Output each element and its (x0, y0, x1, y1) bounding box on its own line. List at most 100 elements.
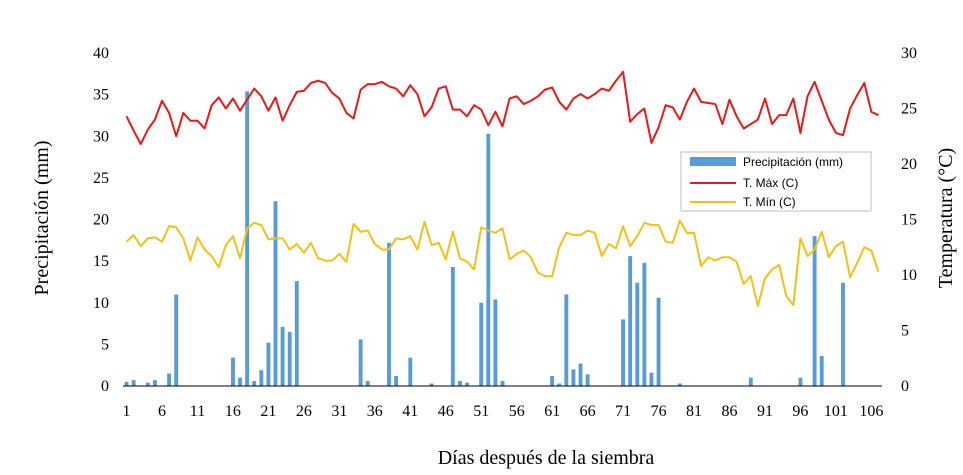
precip-bar (145, 382, 150, 386)
legend-label-tmax: T. Máx (C) (743, 176, 798, 190)
y-left-tick-label: 25 (93, 170, 109, 187)
x-tick-label: 66 (580, 403, 596, 420)
precip-bar (408, 357, 413, 386)
y-left-tick-label: 10 (93, 295, 109, 312)
precip-bar (635, 282, 640, 386)
precip-bar (798, 377, 803, 386)
precip-bar (266, 342, 271, 386)
y-right-tick-label: 10 (901, 267, 917, 284)
x-tick-label: 1 (123, 403, 131, 420)
precip-bar (550, 376, 555, 386)
precip-bar (152, 380, 157, 386)
precip-bar (252, 381, 257, 386)
x-tick-label: 41 (402, 403, 418, 420)
precip-bar (557, 383, 562, 386)
y-right-tick-label: 20 (901, 156, 917, 173)
precip-bar (486, 133, 491, 386)
y-axis-right-title: Temperatura (°C) (935, 148, 957, 288)
precip-bar (479, 302, 484, 386)
y-right-tick-label: 5 (901, 323, 909, 340)
x-tick-label: 106 (859, 403, 883, 420)
y-axis-left-title: Precipitación (mm) (31, 141, 53, 296)
x-tick-label: 11 (190, 403, 205, 420)
x-axis-title: Días después de la siembra (438, 447, 655, 469)
x-tick-label: 46 (438, 403, 454, 420)
x-tick-label: 26 (296, 403, 312, 420)
y-left-tick-label: 40 (93, 45, 109, 62)
precip-bar (656, 297, 661, 386)
legend-label-tmin: T. Mín (C) (743, 195, 796, 209)
x-tick-label: 56 (509, 403, 525, 420)
x-axis: 1 6 11 16 21 26 31 36 41 46 51 56 61 66 71 76 81 86 91 96 10… (123, 403, 884, 420)
precip-bar (628, 256, 633, 386)
precip-bar (245, 91, 250, 387)
precip-bar (429, 383, 434, 386)
x-tick-label: 6 (158, 403, 166, 420)
precip-bar (387, 242, 391, 386)
x-tick-label: 21 (260, 403, 276, 420)
precip-bar (231, 357, 235, 386)
precip-bar (259, 370, 264, 386)
precip-bar (365, 381, 370, 386)
precip-bar (578, 363, 583, 386)
y-left-tick-label: 20 (93, 212, 109, 229)
y-right-tick-label: 30 (901, 45, 917, 62)
precip-bar (124, 381, 129, 386)
x-tick-label: 86 (722, 403, 738, 420)
precip-bar (585, 374, 590, 386)
y-right-tick-label: 0 (901, 378, 909, 395)
x-tick-label: 91 (757, 403, 773, 420)
x-tick-label: 61 (544, 403, 560, 420)
y-left-tick-label: 15 (93, 253, 109, 270)
precip-bar (358, 339, 363, 386)
precip-bar (493, 299, 498, 386)
tmin-line (125, 219, 880, 308)
plot-area (123, 70, 882, 387)
precip-bar (457, 381, 462, 386)
precip-bar (280, 326, 285, 386)
precip-bar (131, 380, 136, 386)
x-tick-label: 101 (824, 403, 848, 420)
precip-bar (571, 369, 576, 386)
y-left-tick-label: 5 (101, 336, 109, 353)
legend-label-precip: Precipitación (mm) (743, 155, 843, 169)
precip-bar (287, 331, 292, 386)
tmax-line (125, 70, 879, 146)
temperature-lines (125, 70, 880, 308)
precip-bar (465, 382, 469, 386)
x-tick-label: 31 (331, 403, 347, 420)
x-tick-label: 76 (651, 403, 667, 420)
precip-bar (167, 373, 172, 386)
y-left-tick-label: 30 (93, 128, 109, 145)
x-tick-label: 81 (686, 403, 702, 420)
x-tick-label: 36 (367, 403, 383, 420)
precip-bar (649, 372, 654, 386)
x-tick-label: 51 (473, 403, 489, 420)
y-right-tick-label: 15 (901, 212, 917, 229)
precip-bar (174, 294, 179, 386)
y-axis-right: 0 5 10 15 20 25 30 (901, 45, 917, 395)
precip-bar (394, 376, 399, 386)
precipitation-bars (124, 91, 845, 387)
x-tick-label: 71 (615, 403, 631, 420)
y-right-tick-label: 25 (901, 101, 917, 118)
precip-bar (621, 319, 626, 386)
precip-bar (500, 381, 505, 386)
y-left-tick-label: 35 (93, 87, 109, 104)
precip-bar (642, 262, 647, 386)
legend: Precipitación (mm) T. Máx (C) T. Mín (C) (680, 151, 872, 212)
x-tick-label: 16 (225, 403, 241, 420)
y-left-tick-label: 0 (101, 378, 109, 395)
precip-bar (841, 282, 845, 386)
precip-bar (450, 266, 455, 386)
precip-bar (677, 383, 682, 386)
precip-bar (812, 236, 817, 386)
legend-swatch-precip (690, 157, 736, 166)
precip-bar (819, 356, 824, 386)
precip-bar (238, 377, 242, 386)
y-axis-left: 0 5 10 15 20 25 30 35 40 (93, 45, 109, 395)
precip-bar (273, 201, 278, 386)
precip-bar (294, 281, 299, 386)
precip-bar (564, 294, 569, 386)
